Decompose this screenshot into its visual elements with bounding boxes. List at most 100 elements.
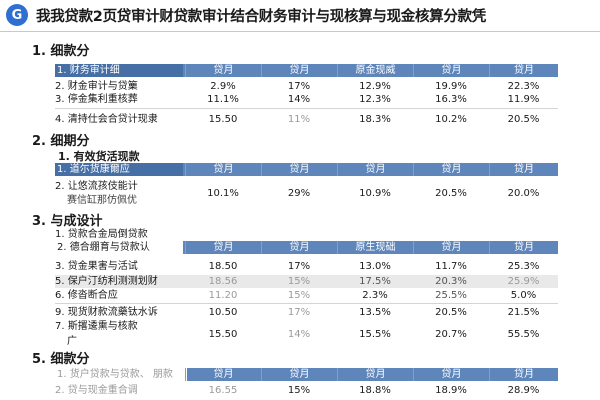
- table-row: 7. 斯撂逶熏与核款: [55, 320, 558, 333]
- table1-col-1: 贷月: [185, 64, 261, 77]
- table3-col-5: 贷月: [489, 241, 558, 254]
- table-row: 2. 让悠流孩伎能计: [55, 180, 558, 193]
- cell: 15%: [287, 290, 311, 301]
- table-row: 1. 贷款合金局倒贷款: [55, 228, 558, 241]
- cell: 11.1%: [207, 94, 239, 105]
- row-label-cont: 赛信缸那仿佩优: [67, 195, 137, 206]
- cell: 17.5%: [359, 276, 391, 287]
- cell: 18.9%: [435, 385, 467, 396]
- row-label: 9. 现货财款流藥钛水诉: [55, 307, 158, 318]
- table-row: 2. 财金审计与贷篥 2.9% 17% 12.9% 19.9% 22.3%: [55, 80, 558, 93]
- table-divider: [55, 108, 558, 109]
- table-row: 2. 贷与现金重合调 16.55 15% 18.8% 18.9% 28.9%: [55, 384, 558, 397]
- logo-icon: G: [6, 4, 28, 26]
- cell: 10.2%: [435, 114, 467, 125]
- table3-header-label: 2. 德合绷育与贷款认: [55, 241, 183, 254]
- table-row: 3. 停金集利重核葬 11.1% 14% 12.3% 16.3% 11.9%: [55, 93, 558, 106]
- table2-col-1: 贷月: [185, 163, 261, 176]
- table4-header-label: 1. 货户贷款与贷款、 朋款: [55, 368, 187, 381]
- table2-col-3: 贷月: [337, 163, 413, 176]
- cell: 55.5%: [507, 329, 540, 340]
- cell: 15.5%: [359, 329, 391, 340]
- cell: 13.5%: [359, 307, 391, 318]
- cell: 12.9%: [359, 81, 391, 92]
- cell: 10.9%: [359, 188, 391, 199]
- table-row: 广: [55, 335, 558, 348]
- cell: 18.3%: [359, 114, 391, 125]
- table4-col-4: 贷月: [413, 368, 489, 381]
- table2-header-label: 1. 道尓货康爾应: [55, 163, 183, 176]
- cell: 17%: [287, 261, 311, 272]
- section-title-1: 1. 细款分: [32, 44, 90, 59]
- table2-col-4: 贷月: [413, 163, 489, 176]
- cell: 17%: [287, 81, 311, 92]
- row-label-cont: 广: [67, 336, 77, 347]
- table-row: 5. 保户汀纺利测测划财 18.56 15% 17.5% 20.3% 25.9%: [55, 275, 558, 288]
- cell: 13.0%: [359, 261, 391, 272]
- table2-col-5: 贷月: [489, 163, 558, 176]
- header: G 我我贷款2页贷审计财贷款审计结合财务审计与现核算与现金核算分款凭: [0, 0, 600, 30]
- cell: 19.9%: [435, 81, 467, 92]
- row-label: 2. 让悠流孩伎能计: [55, 181, 138, 192]
- cell: 25.5%: [435, 290, 467, 301]
- table-row: 6. 修沓断合应 11.20 15% 2.3% 25.5% 5.0%: [55, 289, 558, 302]
- cell: 14%: [287, 94, 311, 105]
- cell: 11.7%: [435, 261, 467, 272]
- row-label: 2. 贷与现金重合调: [55, 385, 138, 396]
- cell: 25.9%: [507, 276, 540, 287]
- cell: 5.0%: [510, 290, 537, 301]
- cell: 18.50: [208, 261, 238, 272]
- table3-col-1: 贷月: [185, 241, 261, 254]
- table-row: 10.1% 29% 10.9% 20.5% 20.0%: [55, 187, 558, 200]
- row-label: 6. 修沓断合应: [55, 290, 118, 301]
- cell: 15.50: [208, 114, 238, 125]
- cell: 16.3%: [435, 94, 467, 105]
- table3-col-3: 原生现础: [337, 241, 413, 254]
- table1-col-4: 贷月: [413, 64, 489, 77]
- table-row: 4. 清持仕会合贷计现隶 15.50 11% 18.3% 10.2% 20.5%: [55, 113, 558, 126]
- cell: 15%: [287, 276, 311, 287]
- table3-header: 2. 德合绷育与贷款认 贷月 贷月 原生现础 贷月 贷月: [55, 241, 558, 254]
- table4-col-2: 贷月: [261, 368, 337, 381]
- table4-col-3: 贷月: [337, 368, 413, 381]
- cell: 20.5%: [435, 188, 467, 199]
- table3-col-2: 贷月: [261, 241, 337, 254]
- cell: 11.9%: [507, 94, 540, 105]
- cell: 29%: [287, 188, 311, 199]
- page-title: 我我贷款2页贷审计财贷款审计结合财务审计与现核算与现金核算分款凭: [36, 8, 486, 25]
- row-label: 5. 保户汀纺利测测划财: [55, 276, 158, 287]
- cell: 10.1%: [207, 188, 239, 199]
- row-label: 3. 停金集利重核葬: [55, 94, 138, 105]
- table-row: 赛信缸那仿佩优: [55, 194, 558, 207]
- cell: 12.3%: [359, 94, 391, 105]
- cell: 11%: [287, 114, 311, 125]
- table4-header: 1. 货户贷款与贷款、 朋款 贷月 贷月 贷月 贷月 贷月: [55, 368, 558, 381]
- cell: 11.20: [208, 290, 238, 301]
- table1-header: 1. 财务审计细 贷月 贷月 原金现威 贷月 贷月: [55, 64, 558, 77]
- row-label: 2. 财金审计与贷篥: [55, 81, 138, 92]
- cell: 17%: [287, 307, 311, 318]
- table-divider: [55, 303, 558, 304]
- cell: 15.50: [208, 329, 238, 340]
- cell: 20.5%: [507, 114, 540, 125]
- cell: 20.3%: [435, 276, 467, 287]
- table-row: 3. 贷金果害与活试 18.50 17% 13.0% 11.7% 25.3%: [55, 260, 558, 273]
- cell: 20.0%: [507, 188, 540, 199]
- cell: 25.3%: [507, 261, 540, 272]
- subsection-title: 1. 有效货活现款: [58, 150, 140, 163]
- table2-col-2: 贷月: [261, 163, 337, 176]
- table3-col-4: 贷月: [413, 241, 489, 254]
- cell: 10.50: [208, 307, 238, 318]
- cell: 20.7%: [435, 329, 467, 340]
- header-divider: [0, 31, 600, 32]
- cell: 28.9%: [507, 385, 540, 396]
- cell: 22.3%: [507, 81, 540, 92]
- cell: 21.5%: [507, 307, 540, 318]
- table4-col-5: 贷月: [489, 368, 558, 381]
- cell: 15%: [287, 385, 311, 396]
- table-row: 15.50 14% 15.5% 20.7% 55.5%: [55, 328, 558, 341]
- cell: 20.5%: [435, 307, 467, 318]
- cell: 16.55: [208, 385, 238, 396]
- cell: 18.56: [208, 276, 238, 287]
- cell: 2.9%: [210, 81, 236, 92]
